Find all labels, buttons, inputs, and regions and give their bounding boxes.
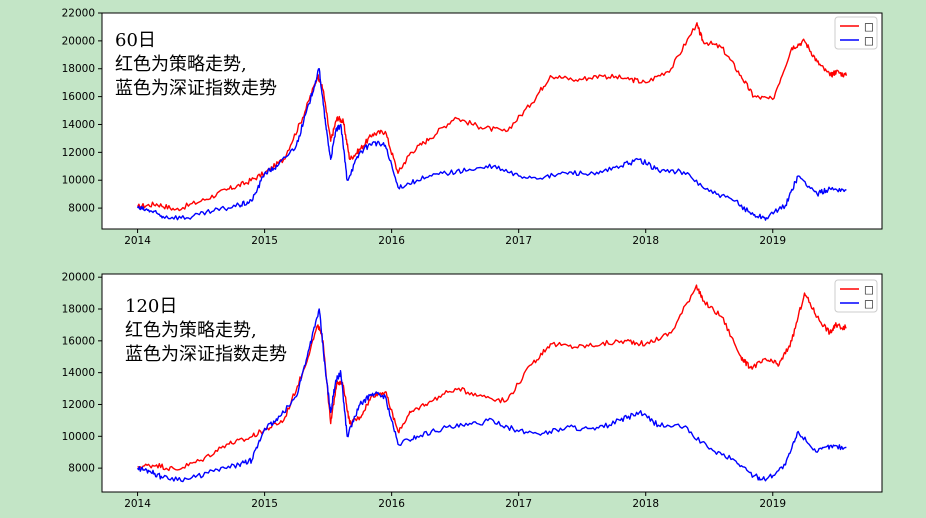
- x-tick-label: 2018: [632, 498, 659, 510]
- legend-label: □: [864, 284, 874, 296]
- y-tick-label: 22000: [62, 8, 95, 20]
- x-tick-label: 2015: [251, 498, 278, 510]
- y-tick-label: 8000: [68, 203, 95, 215]
- x-tick-label: 2019: [759, 235, 786, 247]
- x-tick-label: 2014: [124, 235, 151, 247]
- index-series-line: [136, 308, 847, 483]
- y-tick-label: 20000: [62, 35, 95, 47]
- chart-panel-2: 8000 10000 12000 14000 16000 18000 20000 2014 20…: [62, 272, 883, 510]
- x-tick-label: 2019: [759, 498, 786, 510]
- y-tick-label: 14000: [62, 119, 95, 131]
- x-tick-label: 2017: [505, 235, 532, 247]
- annotation-line: 120日: [125, 296, 177, 317]
- y-tick-label: 12000: [62, 147, 95, 159]
- y-tick-label: 16000: [62, 91, 95, 103]
- legend-label: □: [864, 35, 874, 47]
- plot-area: [101, 273, 883, 493]
- plot-area: [101, 12, 883, 230]
- y-tick-label: 8000: [68, 463, 95, 475]
- legend: □□: [834, 279, 878, 313]
- legend-label: □: [864, 298, 874, 310]
- annotation-line: 蓝色为深证指数走势: [125, 344, 287, 365]
- legend-label: □: [864, 21, 874, 33]
- annotation-line: 红色为策略走势,: [115, 54, 247, 75]
- x-tick-label: 2016: [378, 498, 405, 510]
- y-tick-label: 10000: [62, 431, 95, 443]
- legend-box: [834, 16, 878, 50]
- annotation-line: 蓝色为深证指数走势: [115, 78, 277, 99]
- x-tick-label: 2017: [505, 498, 532, 510]
- y-tick-label: 18000: [62, 304, 95, 316]
- legend: □□: [834, 16, 878, 50]
- y-tick-label: 10000: [62, 175, 95, 187]
- y-tick-label: 12000: [62, 399, 95, 411]
- annotation-line: 60日: [115, 30, 156, 51]
- y-tick-label: 16000: [62, 335, 95, 347]
- x-tick-label: 2015: [251, 235, 278, 247]
- index-series-line: [136, 67, 847, 221]
- x-tick-label: 2016: [378, 235, 405, 247]
- x-tick-label: 2018: [632, 235, 659, 247]
- strategy-series-line: [136, 22, 848, 212]
- strategy-series-line: [137, 284, 847, 472]
- y-tick-label: 20000: [62, 272, 95, 284]
- x-tick-label: 2014: [124, 498, 151, 510]
- legend-box: [834, 279, 878, 313]
- chart-panel-1: 8000 10000 12000 14000 16000 18000 20000 22000 2…: [62, 8, 883, 247]
- y-tick-label: 18000: [62, 63, 95, 75]
- annotation-line: 红色为策略走势,: [125, 320, 257, 341]
- y-tick-label: 14000: [62, 367, 95, 379]
